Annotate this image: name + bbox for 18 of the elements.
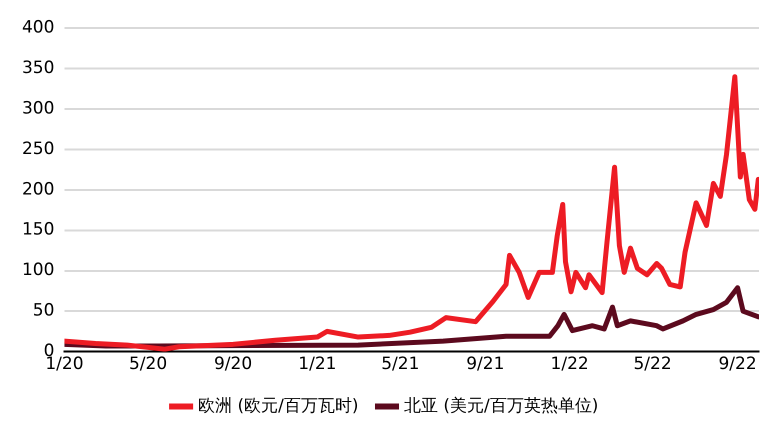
- x-tick-label: 9/20: [214, 354, 252, 374]
- x-tick-label: 1/21: [298, 354, 336, 374]
- y-tick-label: 150: [22, 220, 54, 240]
- x-tick-label: 5/21: [381, 354, 420, 374]
- y-tick-label: 350: [22, 58, 54, 78]
- y-tick-label: 100: [22, 260, 54, 280]
- x-tick-label: 5/22: [633, 354, 672, 374]
- y-tick-label: 300: [22, 98, 54, 118]
- x-tick-label: 1/22: [550, 354, 589, 374]
- y-tick-label: 50: [32, 300, 54, 321]
- y-tick-label: 200: [22, 179, 54, 200]
- y-tick-label: 400: [22, 18, 54, 38]
- y-tick-label: 250: [22, 138, 54, 159]
- x-tick-label: 5/20: [128, 354, 168, 374]
- legend-label: 北亚 (美元/百万英热单位): [404, 396, 598, 416]
- x-tick-label: 9/22: [718, 354, 757, 374]
- legend-label: 欧洲 (欧元/百万瓦时): [198, 396, 359, 416]
- x-tick-label: 9/21: [466, 354, 504, 374]
